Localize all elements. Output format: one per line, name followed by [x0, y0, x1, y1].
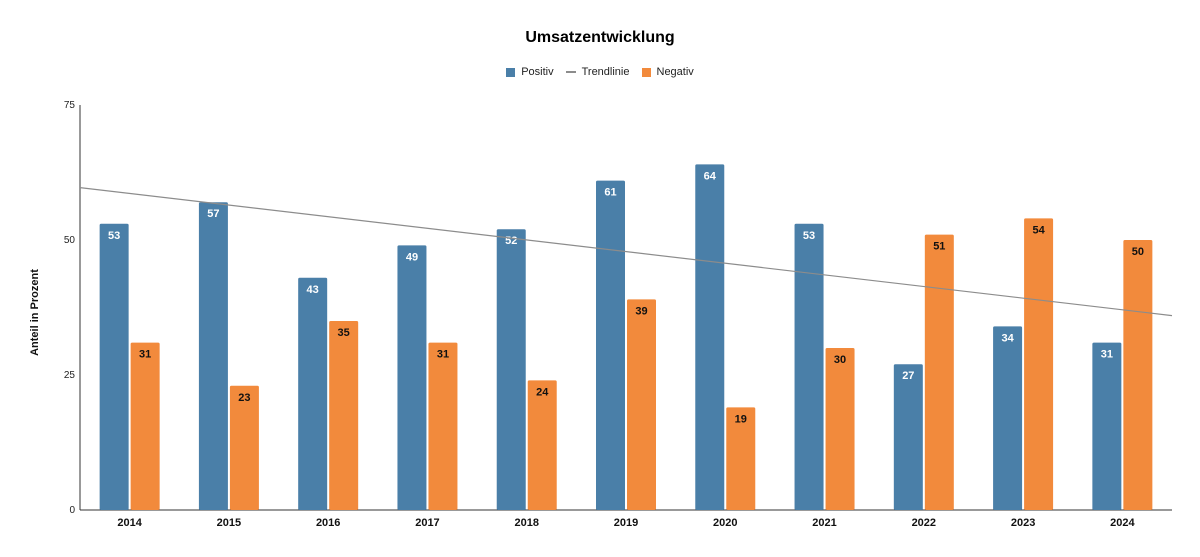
chart-title: Umsatzentwicklung — [525, 29, 675, 46]
bar-positiv-2024 — [1092, 342, 1122, 510]
bar-negativ-2024 — [1123, 240, 1153, 510]
data-label-negativ: 19 — [735, 413, 747, 425]
bar-negativ-2016 — [329, 321, 359, 510]
legend-swatch-negativ — [641, 67, 651, 77]
y-tick-label: 0 — [69, 505, 75, 516]
data-label-positiv: 43 — [307, 284, 319, 296]
bar-negativ-2023 — [1024, 218, 1054, 510]
y-axis-title: Anteil in Prozent — [29, 269, 41, 356]
data-label-positiv: 49 — [406, 251, 418, 263]
x-tick-label: 2017 — [415, 517, 439, 529]
data-label-positiv: 61 — [604, 187, 616, 199]
y-tick-label: 75 — [64, 100, 76, 111]
data-label-negativ: 35 — [338, 327, 350, 339]
legend-item-trendlinie[interactable]: Trendlinie — [565, 66, 630, 78]
data-label-positiv: 27 — [902, 370, 914, 382]
data-label-positiv: 31 — [1101, 349, 1113, 361]
x-tick-label: 2021 — [812, 517, 836, 529]
bar-negativ-2014 — [130, 342, 160, 510]
bar-negativ-2017 — [428, 342, 458, 510]
x-tick-label: 2022 — [912, 517, 936, 529]
bar-positiv-2017 — [397, 245, 427, 510]
bar-negativ-2019 — [627, 299, 656, 510]
legend-label-negativ: Negativ — [656, 66, 694, 78]
y-tick-label: 50 — [64, 235, 76, 246]
x-tick-label: 2015 — [217, 517, 241, 529]
data-label-positiv: 53 — [803, 230, 815, 242]
data-label-positiv: 34 — [1001, 332, 1014, 344]
data-label-positiv: 53 — [108, 230, 120, 242]
legend-swatch-positiv — [506, 67, 516, 77]
bar-negativ-2022 — [924, 234, 954, 510]
bar-positiv-2015 — [198, 202, 228, 510]
data-label-negativ: 51 — [933, 241, 945, 253]
bar-positiv-2021 — [794, 223, 824, 511]
bar-positiv-2022 — [893, 364, 923, 510]
bar-positiv-2016 — [298, 277, 328, 510]
x-tick-label: 2020 — [713, 517, 737, 529]
x-tick-label: 2018 — [514, 517, 538, 529]
y-tick-label: 25 — [64, 370, 76, 381]
x-tick-label: 2014 — [117, 517, 142, 529]
bar-negativ-2015 — [229, 385, 259, 510]
data-label-negativ: 31 — [437, 349, 449, 361]
data-label-negativ: 31 — [139, 349, 151, 361]
bar-positiv-2014 — [99, 223, 129, 511]
data-label-negativ: 54 — [1032, 224, 1045, 236]
trendline — [79, 187, 1173, 317]
bar-negativ-2020 — [726, 407, 756, 510]
x-tick-label: 2023 — [1011, 517, 1035, 529]
bar-positiv-2018 — [496, 229, 526, 510]
bar-positiv-2020 — [695, 164, 725, 510]
legend-label-trendlinie: Trendlinie — [581, 66, 630, 78]
bar-negativ-2018 — [527, 380, 557, 510]
legend-swatch-trendlinie — [565, 71, 576, 73]
data-label-positiv: 52 — [505, 235, 517, 247]
data-label-negativ: 50 — [1132, 246, 1144, 258]
bar-positiv-2023 — [993, 326, 1023, 510]
x-tick-label: 2019 — [614, 517, 638, 529]
data-label-positiv: 57 — [207, 208, 219, 220]
data-label-positiv: 64 — [704, 170, 717, 182]
data-label-negativ: 23 — [238, 392, 250, 404]
data-label-negativ: 30 — [834, 354, 846, 366]
chart-legend: Positiv Trendlinie Negativ — [0, 66, 1200, 78]
legend-item-positiv[interactable]: Positiv — [506, 66, 554, 78]
bar-negativ-2021 — [825, 348, 855, 510]
legend-label-positiv: Positiv — [521, 66, 554, 78]
data-label-negativ: 24 — [536, 386, 549, 398]
bar-positiv-2019 — [596, 180, 625, 510]
x-tick-label: 2016 — [316, 517, 340, 529]
legend-item-negativ[interactable]: Negativ — [641, 66, 694, 78]
x-tick-label: 2024 — [1110, 517, 1135, 529]
data-label-negativ: 39 — [635, 305, 647, 317]
